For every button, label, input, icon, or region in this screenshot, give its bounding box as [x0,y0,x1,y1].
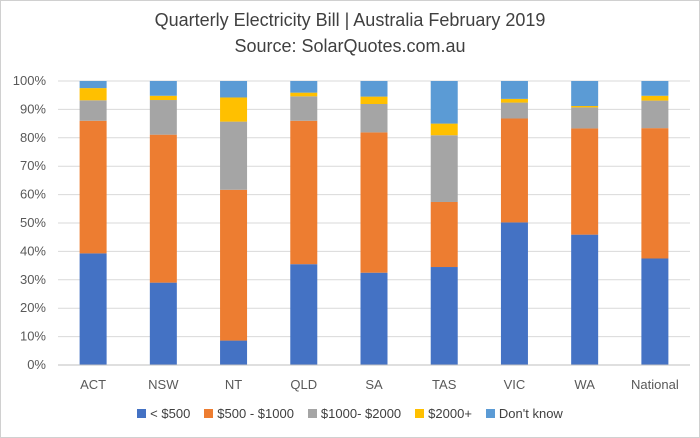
x-tick-label: National [631,377,679,392]
y-tick-label: 80% [20,130,46,145]
bar-segment [641,95,669,101]
x-tick-label: ACT [80,377,106,392]
x-tick-label: VIC [504,377,526,392]
bar-segment [360,132,388,273]
bar-segment [149,100,177,135]
bar-segment [641,128,669,259]
bar-segment [430,201,458,268]
y-tick-label: 30% [20,272,46,287]
bar-segment [641,81,669,96]
legend-item: $500 - $1000 [204,406,294,421]
y-tick-label: 70% [20,158,46,173]
bar-segment [290,92,318,97]
bar-segment [500,102,528,119]
bar-segment [220,121,248,190]
bar-segment [571,107,599,129]
bar-segment [430,267,458,365]
y-tick-label: 40% [20,243,46,258]
legend-item: $2000+ [415,406,472,421]
chart-title: Quarterly Electricity Bill | Australia F… [154,10,546,30]
bar-segment [430,123,458,136]
legend-swatch [485,409,495,418]
bar-segment [641,100,669,129]
y-tick-label: 100% [13,73,47,88]
bar-segment [290,264,318,365]
bar-segment [360,272,388,365]
bar-segment [360,96,388,105]
legend-swatch [307,409,317,418]
legend-label: < $500 [150,406,191,421]
bar-segment [571,105,599,108]
bar-segment [79,120,107,254]
y-tick-label: 0% [27,357,46,372]
x-tick-label: WA [574,377,595,392]
bar-segment [79,88,107,101]
x-tick-label: NT [225,377,242,392]
legend-swatch [415,409,425,418]
chart-subtitle: Source: SolarQuotes.com.au [234,36,466,56]
y-tick-label: 10% [20,329,46,344]
bar-segment [500,81,528,99]
bar-segment [571,81,599,106]
legend-item: Don't know [485,406,563,421]
bar-segment [290,81,318,93]
bar-segment [500,222,528,365]
bar-segment [149,282,177,365]
legend-label: $2000+ [428,406,472,421]
legend-item: $1000- $2000 [307,406,402,421]
legend: < $500 $500 - $1000 $1000- $2000 $2000+ Don'… [0,406,700,421]
bar-segment [220,189,248,341]
bar-segment [79,253,107,365]
bar-segment [290,96,318,121]
bar-segment [500,98,528,103]
bar-segment [220,81,248,98]
legend-swatch [137,409,147,418]
legend-swatch [204,409,214,418]
legend-item: < $500 [137,406,190,421]
bar-segment [79,81,107,89]
bar-segment [641,258,669,365]
bar-segment [360,81,388,97]
bar-segment [220,97,248,122]
y-tick-label: 90% [20,101,46,116]
bar-segment [149,81,177,96]
bar-segment [149,134,177,283]
bar-segment [571,128,599,235]
bar-segment [79,100,107,121]
bar-segment [430,135,458,202]
bar-segment [149,95,177,101]
legend-label: Don't know [498,406,563,421]
bar-segment [571,234,599,365]
y-tick-label: 20% [20,300,46,315]
x-tick-label: QLD [290,377,317,392]
legend-label: $500 - $1000 [217,406,294,421]
y-tick-label: 50% [20,215,46,230]
bar-segment [290,120,318,265]
bar-segment [430,81,458,124]
x-tick-label: TAS [432,377,457,392]
y-tick-label: 60% [20,187,46,202]
x-tick-label: SA [365,377,383,392]
bar-segment [500,118,528,223]
x-tick-label: NSW [148,377,179,392]
bar-segment [360,104,388,133]
bar-segment [220,340,248,365]
legend-label: $1000- $2000 [320,406,402,421]
